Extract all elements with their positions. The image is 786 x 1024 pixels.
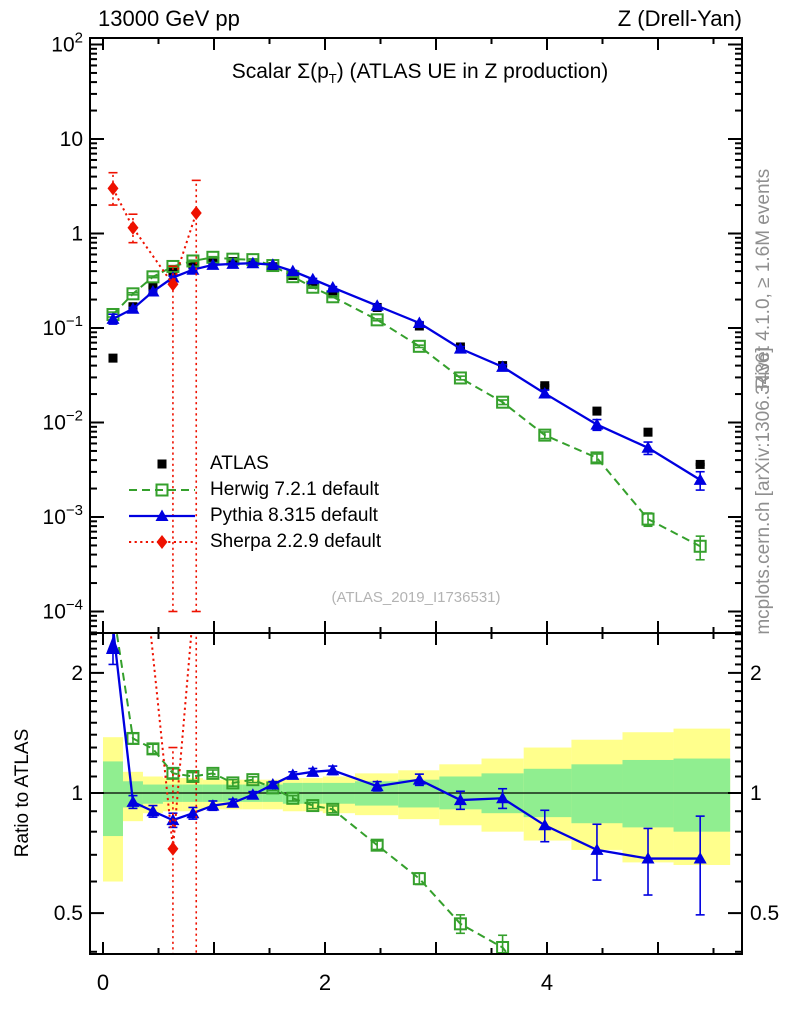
series-ratio-sherpa xyxy=(149,633,198,954)
svg-text:0.5: 0.5 xyxy=(54,902,83,925)
legend-diamond-icon xyxy=(129,535,195,549)
legend-label: Sherpa 2.2.9 default xyxy=(210,531,382,552)
axis-ticks xyxy=(90,38,742,954)
legend-item-herwig: Herwig 7.2.1 default xyxy=(126,477,381,503)
beam-energy-label: 13000 GeV pp xyxy=(98,6,240,31)
svg-text:2: 2 xyxy=(319,970,331,995)
svg-text:102: 102 xyxy=(51,30,83,57)
svg-text:1: 1 xyxy=(71,223,83,246)
page-title: Scalar Σ(pT) (ATLAS UE in Z production) xyxy=(90,60,750,86)
legend: ATLAS Herwig 7.2.1 default Pythia 8.315 de… xyxy=(126,451,381,555)
svg-text:0.5: 0.5 xyxy=(750,902,779,925)
analysis-watermark: (ATLAS_2019_I1736531) xyxy=(331,589,501,606)
series-main-pythia xyxy=(106,256,707,491)
svg-text:2: 2 xyxy=(71,662,83,685)
mcplots-reference-note: mcplots.cern.ch [arXiv:1306.3436] xyxy=(753,347,774,635)
svg-text:10−4: 10−4 xyxy=(43,597,83,624)
svg-text:0: 0 xyxy=(97,970,109,995)
svg-text:10−3: 10−3 xyxy=(43,502,83,529)
ratio-uncertainty-bands xyxy=(103,728,731,882)
series-ratio-pythia xyxy=(108,633,707,916)
offscale-up-arrow-icon xyxy=(105,636,120,654)
svg-text:1: 1 xyxy=(750,782,762,805)
axis-tick-labels: 102 10 1 10−1 10−2 10−3 10−4 2 2 1 1 0.5 0.5 0 2 4 xyxy=(43,30,780,996)
legend-item-pythia: Pythia 8.315 default xyxy=(126,503,381,529)
svg-text:2: 2 xyxy=(750,662,762,685)
legend-label: Herwig 7.2.1 default xyxy=(210,479,379,500)
svg-text:10−2: 10−2 xyxy=(43,408,83,435)
legend-label: Pythia 8.315 default xyxy=(210,505,378,526)
legend-item-sherpa: Sherpa 2.2.9 default xyxy=(126,529,381,555)
ratio-axis-title: Ratio to ATLAS xyxy=(12,728,33,858)
title-suffix: ) (ATLAS UE in Z production) xyxy=(336,60,609,83)
series-main-atlas xyxy=(108,257,705,469)
process-label: Z (Drell-Yan) xyxy=(617,6,742,31)
legend-item-atlas: ATLAS xyxy=(126,451,381,477)
svg-text:1: 1 xyxy=(71,782,83,805)
legend-open-square-icon xyxy=(129,483,195,497)
legend-label: ATLAS xyxy=(210,453,269,474)
svg-text:10: 10 xyxy=(60,128,83,151)
title-subscript: T xyxy=(328,71,337,87)
svg-text:4: 4 xyxy=(541,970,553,995)
svg-text:10−1: 10−1 xyxy=(43,313,83,340)
series-main-sherpa xyxy=(107,171,202,613)
legend-square-icon xyxy=(157,459,167,469)
title-prefix: Scalar Σ(p xyxy=(231,60,329,83)
legend-triangle-icon xyxy=(129,509,195,521)
